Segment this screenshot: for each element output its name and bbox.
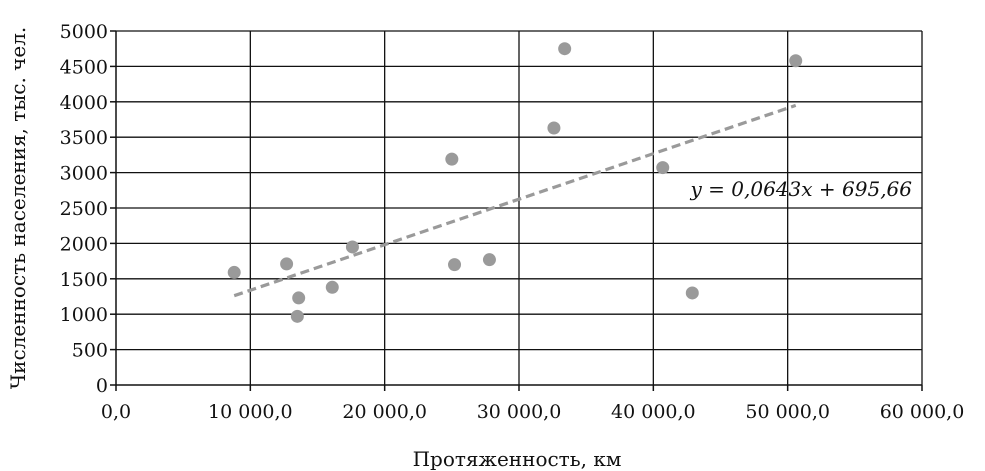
axes [110, 30, 923, 391]
x-axis-label: Протяженность, км [413, 447, 622, 471]
y-tick-label: 2500 [60, 198, 108, 220]
y-tick-label: 5000 [60, 21, 108, 43]
x-tick-labels: 0,0 10 000,0 20 000,0 30 000,0 40 000,0 50 00… [101, 401, 964, 423]
y-tick-label: 3500 [60, 127, 108, 149]
x-tick-label: 60 000,0 [880, 401, 965, 423]
data-point [448, 258, 462, 272]
data-point [789, 54, 803, 68]
data-point [227, 265, 241, 279]
data-point [482, 253, 496, 267]
x-tick-label: 30 000,0 [477, 401, 562, 423]
x-tick-label: 20 000,0 [342, 401, 427, 423]
grid [116, 30, 923, 385]
y-tick-label: 0 [96, 375, 108, 397]
trend-line [233, 103, 797, 298]
y-axis-label: Численность населения, тыс. чел. [6, 27, 30, 390]
y-tick-label: 4500 [60, 56, 108, 78]
x-tick-label: 50 000,0 [745, 401, 830, 423]
data-point [445, 152, 459, 166]
data-point [280, 257, 294, 271]
y-tick-label: 2000 [60, 233, 108, 255]
data-point [685, 286, 699, 300]
data-point [292, 291, 306, 305]
data-point [290, 309, 304, 323]
x-tick-label: 10 000,0 [208, 401, 293, 423]
y-tick-label: 3000 [60, 163, 108, 185]
y-tick-label: 1000 [60, 304, 108, 326]
data-point [345, 240, 359, 254]
data-point [558, 42, 572, 56]
y-tick-label: 4000 [60, 92, 108, 114]
y-tick-labels: 0 500 1000 1500 2000 2500 3000 3500 4000 4500 5000 [60, 21, 108, 397]
y-tick-label: 1500 [60, 269, 108, 291]
trend-equation: y = 0,0643x + 695,66 [690, 177, 913, 201]
y-tick-label: 500 [72, 340, 108, 362]
x-tick-label: 40 000,0 [611, 401, 696, 423]
data-points [227, 42, 803, 323]
x-tick-label: 0,0 [101, 401, 131, 423]
data-point [656, 161, 670, 175]
data-point [325, 280, 339, 294]
data-point [547, 121, 561, 135]
